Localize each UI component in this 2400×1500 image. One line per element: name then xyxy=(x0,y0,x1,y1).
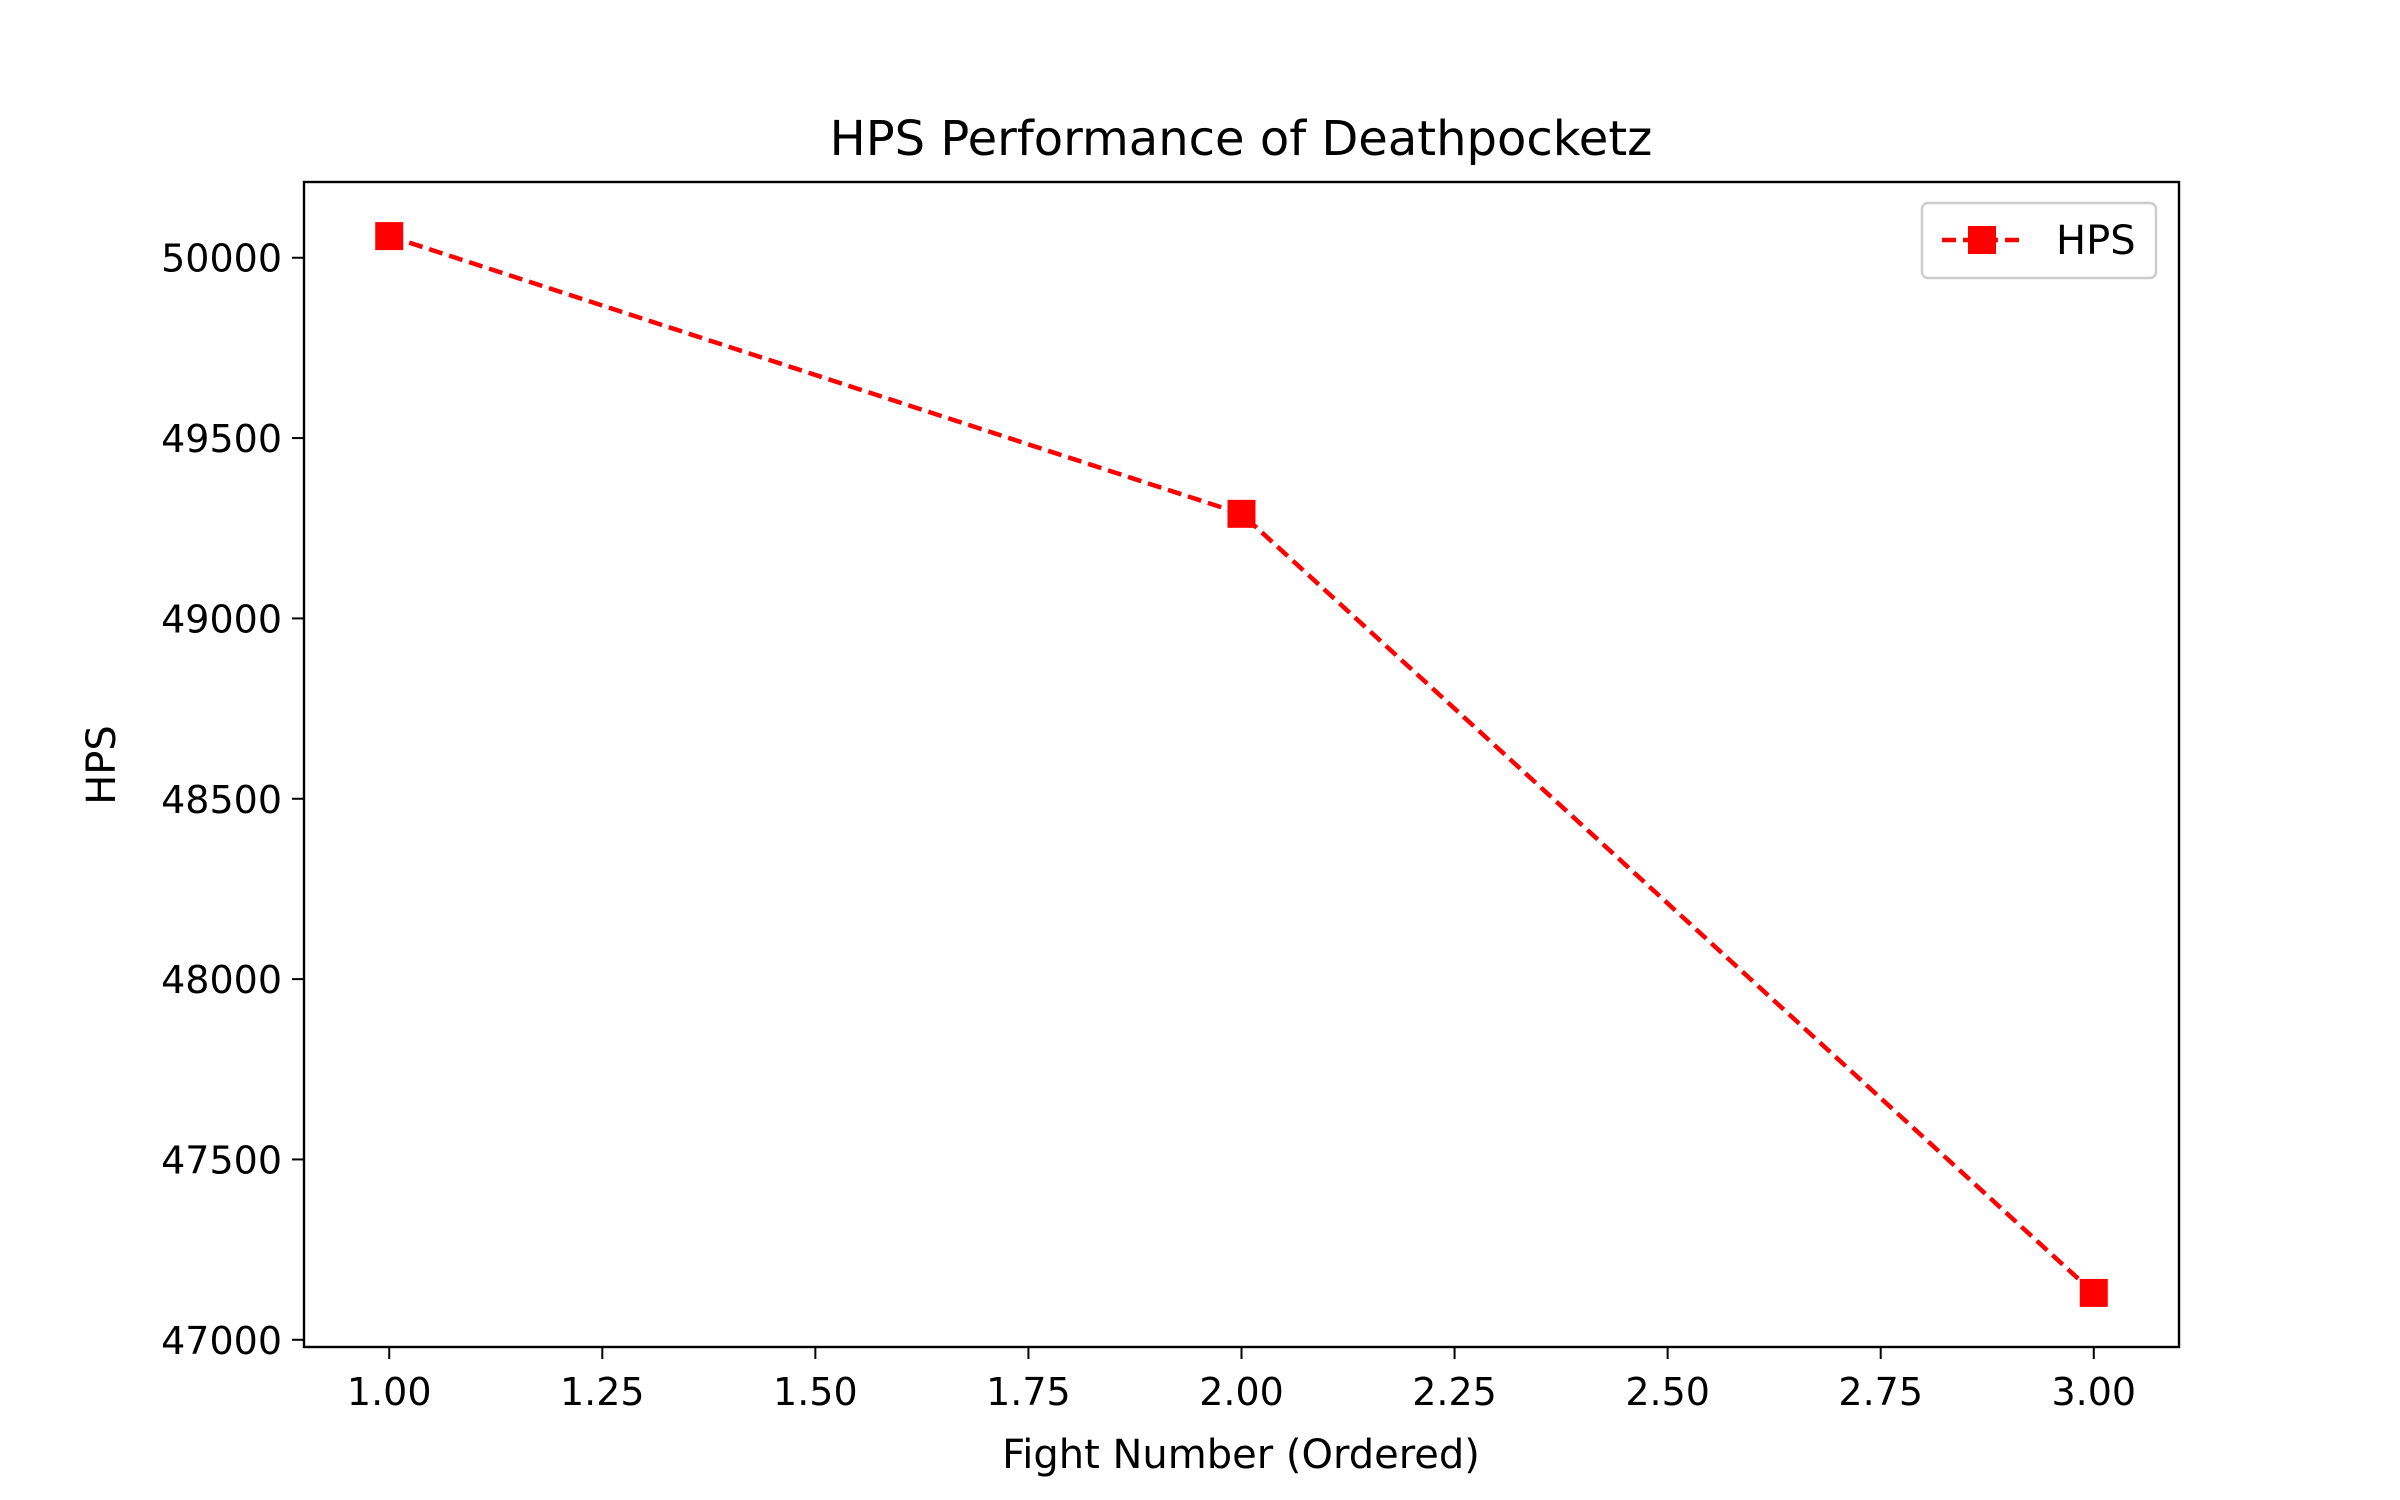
y-tick-label: 47000 xyxy=(161,1319,282,1363)
y-tick-label: 49500 xyxy=(161,417,282,461)
data-point xyxy=(2079,1278,2108,1307)
y-tick-label: 49000 xyxy=(161,597,282,641)
y-tick-label: 48500 xyxy=(161,778,282,822)
x-tick-label: 3.00 xyxy=(2051,1370,2136,1414)
plot-frame xyxy=(302,180,2181,1349)
legend: HPS xyxy=(1920,201,2158,280)
x-tick-label: 2.50 xyxy=(1625,1370,1710,1414)
y-tick-label: 47500 xyxy=(161,1138,282,1182)
x-tick-label: 1.00 xyxy=(347,1370,432,1414)
x-tick-label: 1.75 xyxy=(986,1370,1071,1414)
x-tick-label: 1.25 xyxy=(560,1370,645,1414)
x-axis: 1.00 1.25 1.50 1.75 2.00 2.25 2.50 2.75 3.00 xyxy=(347,1347,2136,1414)
series-line-hps xyxy=(388,233,2096,1295)
x-axis-label: Fight Number (Ordered) xyxy=(1002,1432,1480,1478)
x-tick-label: 1.50 xyxy=(773,1370,858,1414)
chart-title: HPS Performance of Deathpocketz xyxy=(830,111,1653,167)
data-point xyxy=(375,222,404,251)
y-tick-label: 50000 xyxy=(161,237,282,281)
data-point xyxy=(1227,499,1256,528)
plot-area xyxy=(375,222,2108,1307)
legend-marker-square xyxy=(1968,226,1996,254)
x-tick-label: 2.00 xyxy=(1199,1370,1284,1414)
legend-box xyxy=(1920,201,2158,280)
x-tick-label: 2.25 xyxy=(1412,1370,1497,1414)
legend-entry-hps: HPS xyxy=(2056,218,2136,264)
y-axis-label: HPS xyxy=(79,725,125,805)
x-tick-label: 2.75 xyxy=(1838,1370,1923,1414)
y-tick-label: 48000 xyxy=(161,958,282,1002)
y-axis: 47000 47500 48000 48500 49000 49500 50000 xyxy=(161,237,304,1363)
